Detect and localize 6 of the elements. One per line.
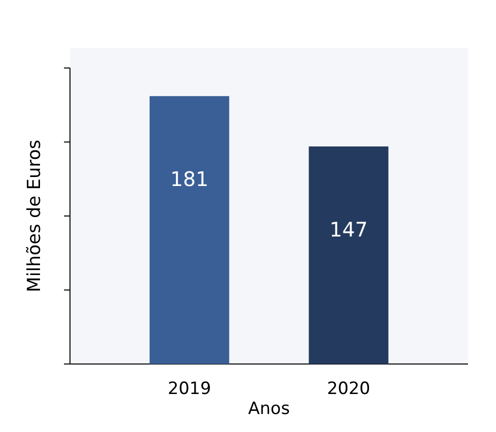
x-axis-title: Anos [248, 399, 290, 419]
x-tick-label: 2019 [168, 379, 212, 399]
x-tick-label: 2020 [326, 379, 370, 399]
data-label: 147 [330, 217, 368, 242]
y-axis-title: Milhões de Euros [24, 140, 45, 292]
data-label: 181 [170, 167, 208, 192]
